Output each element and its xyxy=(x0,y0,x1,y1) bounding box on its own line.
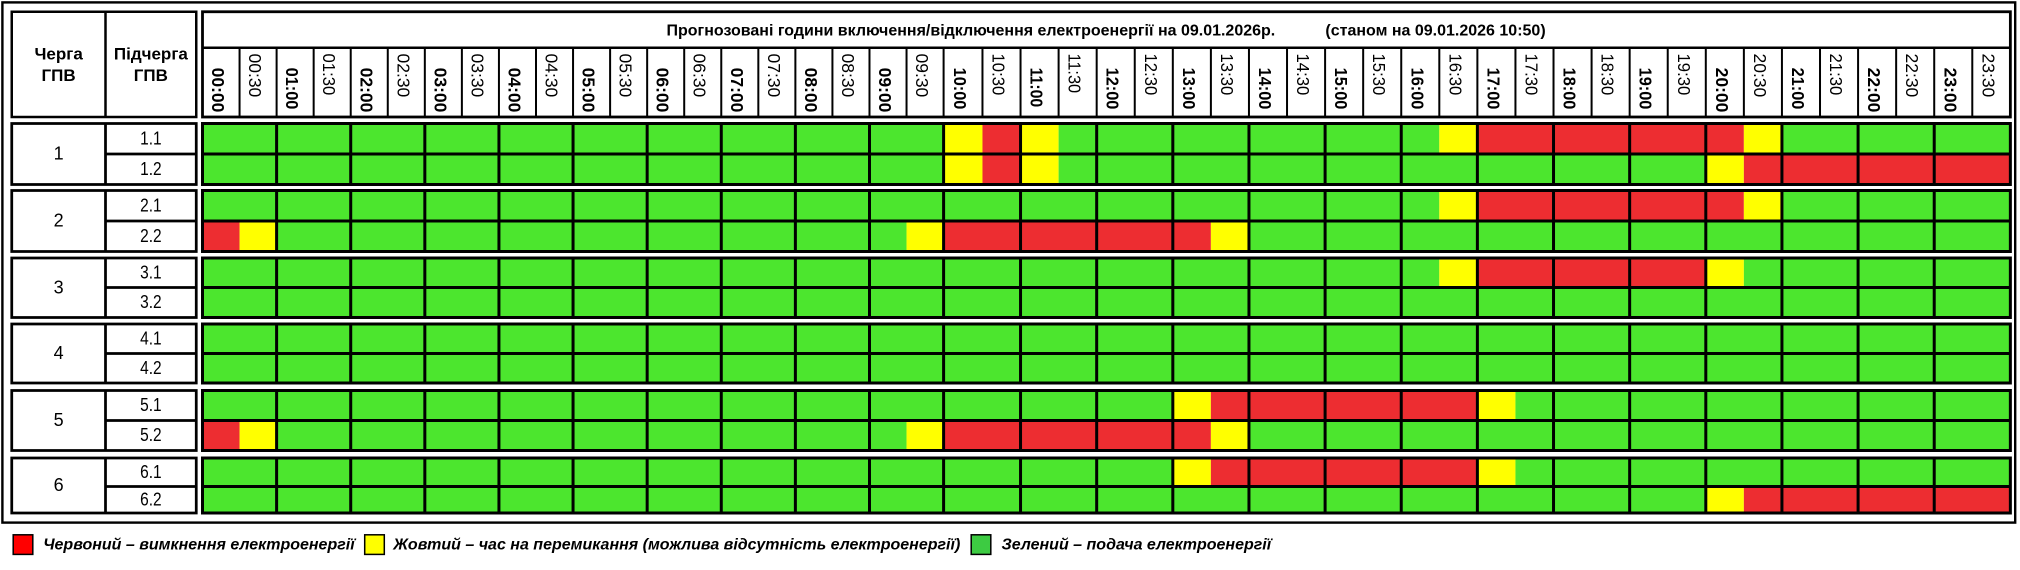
svg-text:ГПВ: ГПВ xyxy=(134,66,168,85)
svg-text:15:30: 15:30 xyxy=(1369,54,1389,96)
svg-text:19:00: 19:00 xyxy=(1636,68,1656,110)
svg-text:4.1: 4.1 xyxy=(140,328,162,348)
svg-text:22:00: 22:00 xyxy=(1864,68,1884,113)
svg-text:5.1: 5.1 xyxy=(140,395,162,415)
svg-text:6: 6 xyxy=(54,475,64,495)
svg-text:00:30: 00:30 xyxy=(245,54,265,98)
svg-text:08:30: 08:30 xyxy=(838,54,858,98)
svg-text:Жовтий – час на перемикання (м: Жовтий – час на перемикання (можлива від… xyxy=(392,537,960,554)
svg-text:09:30: 09:30 xyxy=(912,54,932,98)
svg-text:11:30: 11:30 xyxy=(1065,54,1085,94)
svg-text:13:00: 13:00 xyxy=(1179,68,1199,110)
svg-text:Підчерга: Підчерга xyxy=(114,45,189,64)
svg-text:Прогнозовані години включення/: Прогнозовані години включення/відключенн… xyxy=(667,23,1276,40)
svg-text:3.1: 3.1 xyxy=(140,262,162,282)
svg-text:09:00: 09:00 xyxy=(875,68,895,113)
svg-text:Червоний – вимкнення електроен: Червоний – вимкнення електроенергії xyxy=(43,537,357,554)
svg-text:03:00: 03:00 xyxy=(430,68,450,113)
svg-text:11:00: 11:00 xyxy=(1027,68,1047,108)
svg-text:16:00: 16:00 xyxy=(1407,68,1427,110)
svg-text:08:00: 08:00 xyxy=(801,68,821,113)
svg-text:23:30: 23:30 xyxy=(1978,54,1998,98)
svg-text:05:00: 05:00 xyxy=(579,68,599,113)
svg-text:ГПВ: ГПВ xyxy=(42,66,76,85)
svg-text:3: 3 xyxy=(54,277,64,297)
svg-text:2.1: 2.1 xyxy=(140,195,162,215)
svg-text:10:30: 10:30 xyxy=(989,54,1009,96)
svg-text:3.2: 3.2 xyxy=(140,292,162,312)
svg-text:2.2: 2.2 xyxy=(140,226,162,246)
svg-text:12:00: 12:00 xyxy=(1103,68,1123,110)
svg-text:13:30: 13:30 xyxy=(1217,54,1237,96)
svg-text:19:30: 19:30 xyxy=(1674,54,1694,96)
svg-text:Черга: Черга xyxy=(34,45,83,64)
svg-text:06:00: 06:00 xyxy=(653,68,673,113)
svg-text:01:00: 01:00 xyxy=(282,68,302,110)
svg-text:07:30: 07:30 xyxy=(764,54,784,98)
svg-text:1: 1 xyxy=(54,144,64,164)
svg-text:03:30: 03:30 xyxy=(467,54,487,98)
svg-text:06:30: 06:30 xyxy=(690,54,710,98)
svg-text:05:30: 05:30 xyxy=(616,54,636,98)
svg-text:04:00: 04:00 xyxy=(504,68,524,113)
svg-text:5.2: 5.2 xyxy=(140,425,162,445)
svg-text:5: 5 xyxy=(54,410,64,430)
svg-text:1.1: 1.1 xyxy=(140,128,162,148)
svg-text:21:00: 21:00 xyxy=(1788,68,1808,110)
svg-text:18:30: 18:30 xyxy=(1598,54,1618,96)
svg-text:02:00: 02:00 xyxy=(356,68,376,113)
svg-text:20:00: 20:00 xyxy=(1712,68,1732,113)
svg-text:21:30: 21:30 xyxy=(1826,54,1846,96)
svg-text:1.2: 1.2 xyxy=(140,159,162,179)
svg-text:12:30: 12:30 xyxy=(1141,54,1161,96)
svg-text:17:00: 17:00 xyxy=(1483,68,1503,110)
svg-text:10:00: 10:00 xyxy=(950,68,970,110)
svg-text:(станом на 09.01.2026 10:50): (станом на 09.01.2026 10:50) xyxy=(1325,23,1545,40)
svg-text:2: 2 xyxy=(54,211,64,231)
svg-text:07:00: 07:00 xyxy=(727,68,747,113)
svg-text:4.2: 4.2 xyxy=(140,358,162,378)
svg-text:14:00: 14:00 xyxy=(1255,68,1275,110)
svg-text:16:30: 16:30 xyxy=(1445,54,1465,96)
svg-text:6.2: 6.2 xyxy=(140,489,162,509)
svg-text:01:30: 01:30 xyxy=(319,54,339,96)
svg-text:20:30: 20:30 xyxy=(1750,54,1770,98)
svg-text:18:00: 18:00 xyxy=(1560,68,1580,110)
svg-text:6.1: 6.1 xyxy=(140,462,162,482)
svg-text:15:00: 15:00 xyxy=(1331,68,1351,110)
svg-text:00:00: 00:00 xyxy=(208,68,228,113)
svg-text:Зелений – подача електроенергі: Зелений – подача електроенергії xyxy=(1002,537,1274,554)
svg-text:02:30: 02:30 xyxy=(393,54,413,98)
svg-text:4: 4 xyxy=(54,343,64,363)
svg-text:04:30: 04:30 xyxy=(542,54,562,98)
svg-text:17:30: 17:30 xyxy=(1521,54,1541,96)
svg-text:23:00: 23:00 xyxy=(1940,68,1960,113)
svg-text:22:30: 22:30 xyxy=(1902,54,1922,98)
svg-text:14:30: 14:30 xyxy=(1293,54,1313,96)
